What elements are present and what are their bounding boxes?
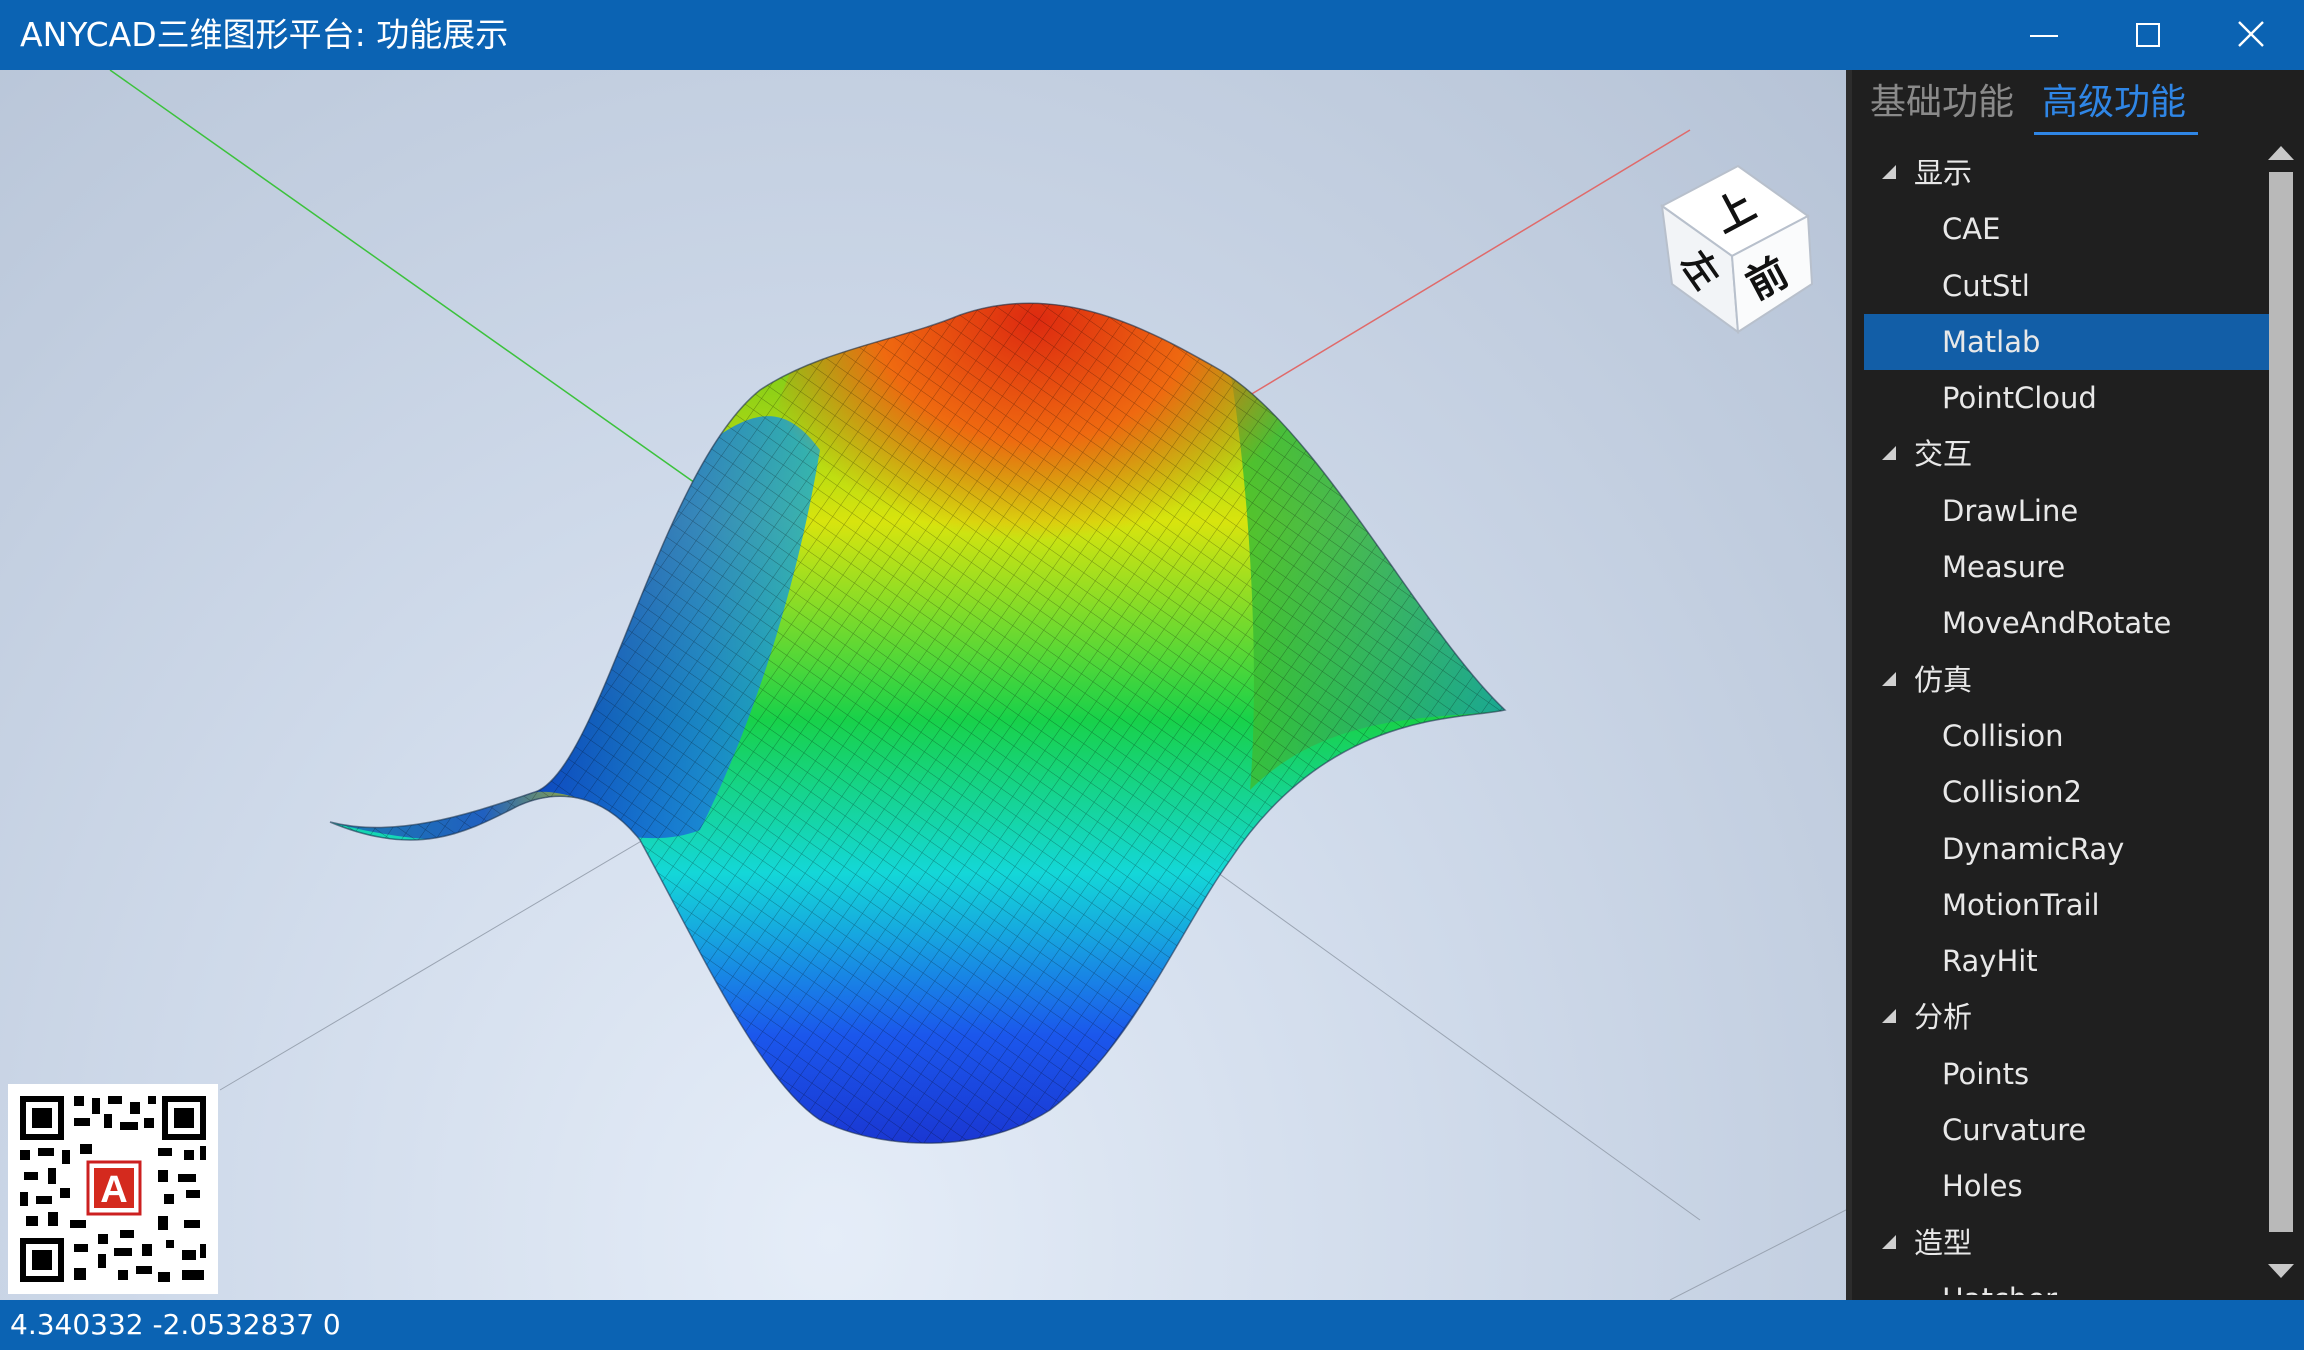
qr-code: A — [8, 1084, 218, 1294]
tree-category-modeling[interactable]: 造型 — [1852, 1215, 2272, 1271]
tree-item-rayhit[interactable]: RayHit — [1942, 944, 2038, 979]
tree-category-interaction[interactable]: 交互 — [1852, 426, 2272, 482]
tree-item-collision2[interactable]: Collision2 — [1942, 775, 2082, 810]
scene-canvas[interactable]: 上 前 左 — [0, 70, 1846, 1300]
tree-category-display[interactable]: 显示 — [1852, 145, 2272, 201]
view-cube-front-face[interactable] — [1730, 214, 1814, 334]
maximize-button[interactable] — [2096, 0, 2200, 70]
close-icon — [2238, 21, 2264, 47]
tab-basic-features[interactable]: 基础功能 — [1870, 82, 2015, 123]
tree-item-points[interactable]: Points — [1942, 1056, 2030, 1091]
expand-arrow-icon[interactable] — [1882, 446, 1896, 461]
matlab-surface[interactable] — [300, 240, 1550, 1170]
scrollbar-thumb[interactable] — [2269, 172, 2293, 1232]
tree-item-cae[interactable]: CAE — [1942, 212, 2001, 247]
anycad-logo-icon: A — [86, 1160, 142, 1216]
grid-line — [1669, 1209, 1846, 1300]
tree-item-pointcloud[interactable]: PointCloud — [1942, 381, 2097, 416]
tree-item-drawline[interactable]: DrawLine — [1942, 493, 2079, 528]
feature-tree: 显示 CAE CutStl Matlab PointCloud 交互 DrawL… — [1852, 145, 2272, 1295]
minimize-icon — [2030, 35, 2058, 37]
tree-category-simulation[interactable]: 仿真 — [1852, 652, 2272, 708]
tree-item-holes[interactable]: Holes — [1942, 1169, 2023, 1204]
cursor-coordinates: 4.340332 -2.0532837 0 — [10, 1308, 341, 1341]
tree-item-motiontrail[interactable]: MotionTrail — [1942, 887, 2100, 922]
tree-item-matlab[interactable]: Matlab — [1864, 313, 2272, 371]
tree-item-dynamicray[interactable]: DynamicRay — [1942, 831, 2125, 866]
maximize-icon — [2136, 23, 2160, 47]
tree-item-moveandrotate[interactable]: MoveAndRotate — [1942, 606, 2172, 641]
tree-item-collision[interactable]: Collision — [1942, 718, 2064, 753]
feature-panel: 基础功能 高级功能 显示 CAE CutStl Matlab PointClou… — [1846, 70, 2304, 1300]
grid-line — [219, 829, 661, 1091]
svg-text:A: A — [100, 1169, 127, 1211]
minimize-button[interactable] — [1992, 0, 2096, 70]
x-axis-line — [1249, 129, 1691, 396]
expand-arrow-icon[interactable] — [1882, 1009, 1896, 1024]
scroll-down-arrow-icon[interactable] — [2268, 1264, 2294, 1278]
tree-category-analysis[interactable]: 分析 — [1852, 989, 2272, 1045]
grid-line — [1199, 859, 1701, 1221]
status-bar: 4.340332 -2.0532837 0 — [0, 1300, 2304, 1350]
tree-item-curvature[interactable]: Curvature — [1942, 1113, 2087, 1148]
3d-viewport[interactable]: 上 前 左 A — [0, 70, 1846, 1300]
tree-scrollbar[interactable] — [2268, 146, 2294, 1306]
window-title: ANYCAD三维图形平台: 功能展示 — [20, 15, 509, 54]
tree-item-measure[interactable]: Measure — [1942, 550, 2066, 585]
tab-advanced-features[interactable]: 高级功能 — [2034, 74, 2199, 135]
title-bar: ANYCAD三维图形平台: 功能展示 — [0, 0, 2304, 70]
view-cube[interactable]: 上 前 左 — [1660, 164, 1814, 335]
scroll-up-arrow-icon[interactable] — [2268, 146, 2294, 160]
expand-arrow-icon[interactable] — [1882, 1234, 1896, 1249]
tree-item-cutstl[interactable]: CutStl — [1942, 268, 2030, 303]
y-axis-line — [109, 70, 791, 551]
expand-arrow-icon[interactable] — [1882, 671, 1896, 686]
expand-arrow-icon[interactable] — [1882, 165, 1896, 179]
tree-item-hatcher[interactable]: Hatcher — [1852, 1271, 2272, 1295]
close-button[interactable] — [2200, 0, 2304, 70]
